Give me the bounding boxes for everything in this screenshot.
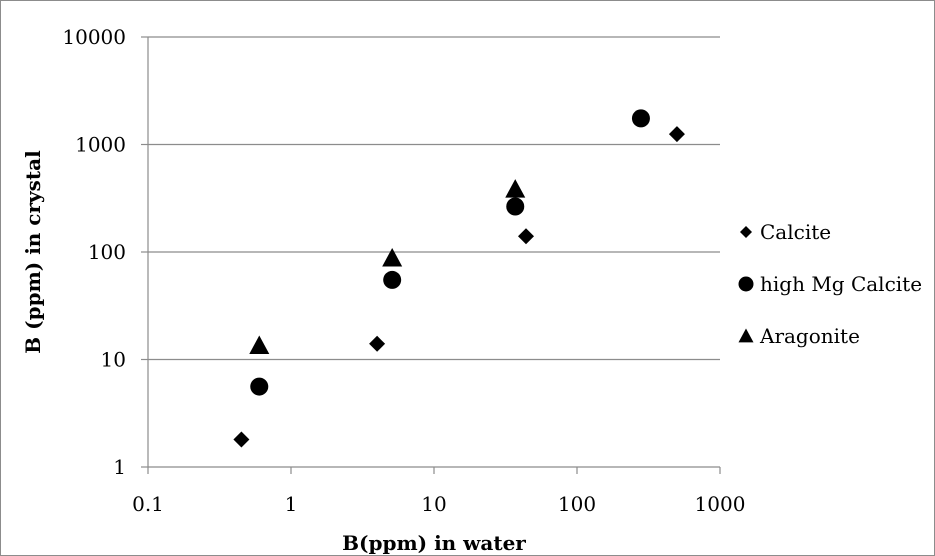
legend-label: Calcite	[760, 220, 831, 244]
x-tick-label: 10	[421, 492, 446, 516]
y-tick-labels: 1 10 100 1000 10000	[62, 25, 126, 479]
data-points	[233, 109, 685, 448]
legend-label: high Mg Calcite	[760, 272, 922, 296]
y-tick-label: 1000	[75, 133, 126, 157]
x-tick-label: 1000	[695, 492, 746, 516]
y-tick-label: 100	[88, 240, 126, 264]
circle-point	[506, 197, 525, 216]
y-tick-label: 10	[101, 348, 126, 372]
triangle-point	[249, 335, 270, 354]
circle-point	[383, 270, 402, 289]
triangle-point	[382, 247, 403, 267]
diamond-point	[233, 431, 250, 448]
circle-point	[250, 377, 269, 396]
axes	[141, 36, 721, 474]
diamond-point	[518, 228, 535, 245]
y-tick-label: 10000	[62, 25, 126, 49]
legend-item: Calcite	[740, 220, 831, 244]
x-tick-label: 100	[558, 492, 596, 516]
diamond-point	[668, 126, 685, 143]
circle-point	[631, 109, 650, 128]
y-axis-title: B (ppm) in crystal	[21, 150, 45, 354]
x-tick-label: 1	[285, 492, 298, 516]
legend-circle-icon	[738, 276, 754, 292]
x-tick-label: 0.1	[132, 492, 164, 516]
x-axis-title: B(ppm) in water	[342, 531, 526, 555]
gridlines	[148, 36, 720, 361]
series-aragonite	[249, 179, 526, 354]
legend-item: Aragonite	[738, 324, 860, 348]
legend-label: Aragonite	[759, 324, 860, 348]
series-calcite	[233, 126, 685, 448]
legend-item: high Mg Calcite	[738, 272, 922, 296]
diamond-point	[369, 335, 386, 352]
legend: Calcite high Mg Calcite Aragonite	[738, 220, 922, 348]
triangle-point	[505, 179, 526, 198]
x-tick-labels: 0.1 1 10 100 1000	[132, 492, 745, 516]
y-tick-label: 1	[113, 455, 126, 479]
series-high-mg-calcite	[250, 109, 650, 396]
legend-triangle-icon	[738, 328, 754, 343]
legend-diamond-icon	[740, 226, 752, 238]
